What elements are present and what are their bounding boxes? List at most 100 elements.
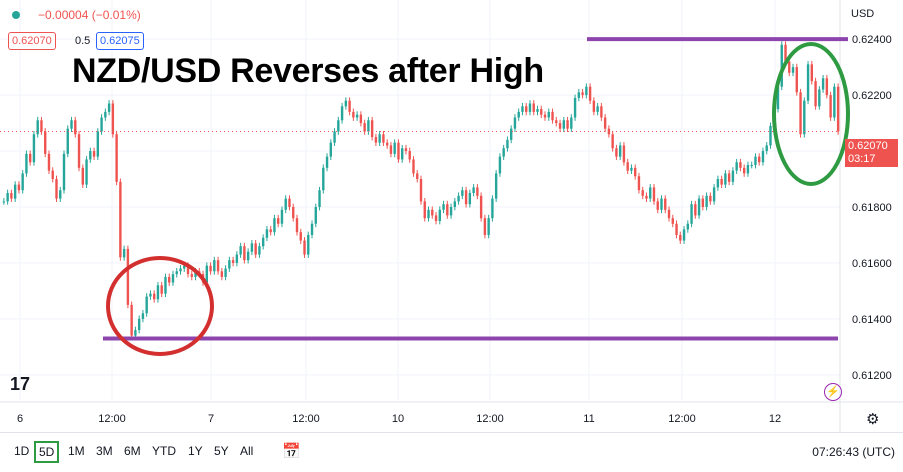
- candle-body: [525, 106, 528, 112]
- timeframe-3m[interactable]: 3M: [96, 444, 113, 458]
- candle-body: [498, 156, 502, 174]
- price-chart[interactable]: 0.624000.622000.620000.618000.616000.614…: [0, 0, 903, 432]
- candle-body: [630, 167, 633, 171]
- candle-body: [17, 184, 21, 191]
- candle-body: [795, 67, 798, 93]
- ask-price[interactable]: 0.62075: [96, 32, 144, 50]
- lightning-icon[interactable]: ⚡: [824, 383, 842, 401]
- candle-body: [836, 86, 840, 132]
- bid-price[interactable]: 0.62070: [8, 32, 56, 50]
- candle-body: [36, 120, 39, 135]
- y-tick-label: 0.61600: [852, 258, 892, 270]
- x-tick-label: 12:00: [668, 413, 696, 425]
- candle-body: [337, 120, 340, 132]
- candle-body: [74, 120, 77, 135]
- candle-body: [637, 176, 641, 191]
- candle-body: [502, 148, 505, 157]
- candle-body: [269, 229, 272, 233]
- candle-body: [81, 167, 84, 185]
- candle-body: [370, 120, 374, 138]
- candle-body: [543, 114, 547, 118]
- candle-body: [727, 173, 731, 182]
- candle-body: [404, 148, 408, 152]
- candle-body: [506, 139, 509, 149]
- candle-body: [611, 134, 614, 149]
- x-tick-label: 12:00: [292, 413, 320, 425]
- candle-body: [205, 265, 209, 283]
- candle-body: [517, 111, 520, 118]
- candle-body: [416, 173, 419, 180]
- candle-body: [532, 103, 535, 112]
- candle-body: [652, 187, 656, 202]
- candle-body: [25, 153, 28, 174]
- candle-body: [115, 134, 118, 182]
- candle-body: [570, 117, 573, 129]
- candle-body: [675, 223, 678, 235]
- candle-body: [697, 198, 701, 216]
- candle-body: [284, 198, 287, 210]
- candle-body: [277, 218, 280, 224]
- timeframe-6m[interactable]: 6M: [124, 444, 141, 458]
- timeframe-all[interactable]: All: [240, 444, 254, 458]
- candle-body: [250, 243, 254, 252]
- candle-body: [686, 223, 690, 230]
- candle-body: [6, 193, 9, 202]
- candle-body: [303, 240, 306, 255]
- candle-body: [464, 190, 468, 205]
- candle-body: [265, 229, 269, 238]
- candle-body: [558, 123, 562, 129]
- candle-body: [231, 260, 235, 263]
- candle-body: [318, 190, 321, 207]
- timeframe-5d[interactable]: 5D: [34, 441, 60, 463]
- candle-body: [111, 103, 115, 135]
- candle-body: [359, 114, 363, 124]
- candle-body: [476, 187, 479, 196]
- candle-body: [633, 167, 637, 177]
- candle-body: [431, 209, 434, 216]
- candle-body: [70, 120, 73, 129]
- candle-body: [457, 195, 460, 202]
- candle-body: [239, 246, 242, 255]
- x-tick-label: 12:00: [98, 413, 126, 425]
- candle-body: [47, 153, 51, 171]
- timeframe-1y[interactable]: 1Y: [188, 444, 203, 458]
- bar-countdown: 03:17: [848, 153, 876, 165]
- candle-body: [107, 103, 111, 112]
- candle-body: [325, 156, 329, 168]
- candle-body: [130, 304, 133, 336]
- candle-body: [829, 95, 832, 118]
- candle-body: [667, 209, 671, 219]
- candle-body: [833, 86, 836, 118]
- candle-body: [164, 276, 167, 294]
- currency-selector[interactable]: USD: [851, 8, 875, 20]
- candle-body: [21, 173, 24, 191]
- candle-body: [119, 181, 122, 258]
- candle-body: [600, 106, 603, 118]
- timeframe-5y[interactable]: 5Y: [214, 444, 229, 458]
- candle-body: [273, 218, 276, 233]
- candle-body: [765, 145, 768, 152]
- candle-body: [419, 179, 423, 202]
- candle-body: [562, 120, 565, 129]
- candle-body: [299, 232, 302, 241]
- candle-body: [671, 218, 674, 224]
- y-tick-label: 0.61800: [852, 202, 892, 214]
- timeframe-1m[interactable]: 1M: [68, 444, 85, 458]
- date-range-icon[interactable]: 📅: [282, 443, 301, 460]
- candle-body: [585, 86, 588, 96]
- candle-body: [408, 151, 411, 160]
- timeframe-1d[interactable]: 1D: [14, 444, 30, 458]
- candle-body: [378, 134, 381, 143]
- candle-body: [649, 187, 652, 199]
- candle-body: [521, 106, 524, 112]
- candle-body: [427, 209, 430, 219]
- candle-body: [322, 167, 325, 191]
- market-status-dot: [12, 8, 20, 22]
- timeframe-ytd[interactable]: YTD: [152, 444, 176, 458]
- candle-body: [2, 201, 6, 203]
- x-tick-label: 12: [769, 413, 781, 425]
- bottom-toolbar: 1D 5D 1M 3M 6M YTD 1Y 5Y All 📅 07:26:43 …: [0, 432, 903, 472]
- gear-icon[interactable]: ⚙: [866, 411, 880, 428]
- candle-body: [333, 131, 336, 143]
